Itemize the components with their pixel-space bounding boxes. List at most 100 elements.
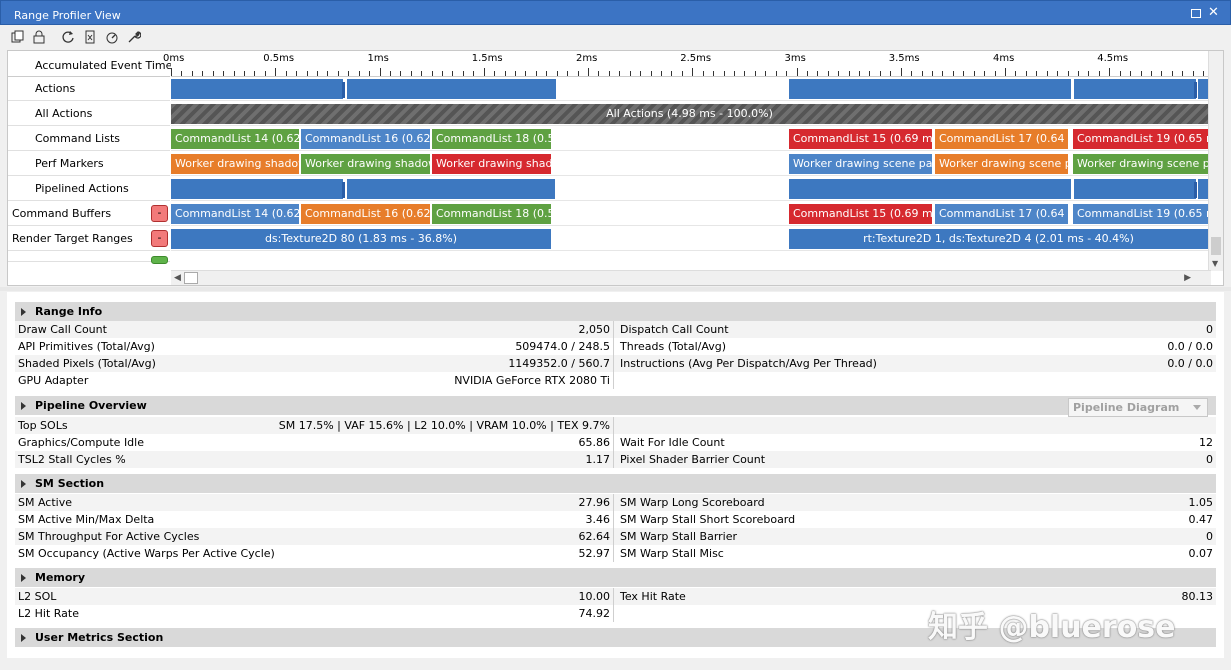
pipelined-action-bar[interactable] — [171, 179, 343, 199]
pipelined-action-bar[interactable] — [347, 179, 555, 199]
render-target-bar[interactable]: rt:Texture2D 1, ds:Texture2D 4 (2.01 ms … — [789, 229, 1208, 249]
ruler-tick-label: 3ms — [784, 53, 806, 64]
expand-arrow-icon — [21, 402, 26, 410]
timeline-vertical-scrollbar[interactable]: ▼ — [1208, 51, 1223, 271]
command-buffer-bar[interactable]: CommandList 15 (0.69 ms - : — [789, 204, 932, 224]
ruler-tick — [316, 71, 318, 76]
lane-all-actions[interactable]: All Actions (4.98 ms - 100.0%) — [171, 102, 1208, 126]
metric-row: SM Active Min/Max Delta 3.46 SM Warp Stall… — [15, 511, 1216, 528]
perf-marker-bar[interactable]: Worker drawing scene pass. — [789, 154, 932, 174]
row-label-actions: Actions — [8, 77, 170, 101]
ruler-tick — [535, 71, 537, 76]
command-buffer-bar[interactable]: CommandList 17 (0.64 ms — [935, 204, 1068, 224]
scroll-left-icon[interactable]: ◀ — [174, 273, 181, 283]
hscroll-thumb[interactable] — [184, 272, 198, 284]
metric-value: 0.07 — [1188, 547, 1214, 560]
ruler-tick — [212, 71, 214, 76]
perf-marker-bar[interactable]: Worker drawing scene pas — [935, 154, 1068, 174]
collapse-command-buffers-button[interactable]: - — [151, 205, 168, 222]
close-icon[interactable]: ✕ — [1208, 5, 1219, 20]
action-bar[interactable] — [1074, 79, 1196, 99]
perf-marker-bar[interactable]: Worker drawing shadow p — [171, 154, 299, 174]
action-bar[interactable] — [347, 79, 556, 99]
metric-value: 10.00 — [578, 590, 611, 603]
metric-value: 74.92 — [578, 607, 611, 620]
command-list-bar[interactable]: CommandList 18 (0.58 r — [432, 129, 551, 149]
metric-name: SM Warp Long Scoreboard — [620, 496, 765, 509]
copy-icon[interactable] — [10, 29, 26, 45]
action-bar[interactable] — [1198, 79, 1208, 99]
lane-actions[interactable] — [171, 77, 1208, 101]
ruler-tick — [744, 71, 746, 76]
row-label-perf-markers: Perf Markers — [8, 152, 170, 176]
lock-icon[interactable] — [31, 29, 47, 45]
command-list-bar[interactable]: CommandList 16 (0.62 ms — [301, 129, 430, 149]
export-icon[interactable] — [82, 29, 98, 45]
lane-pipelined-actions[interactable] — [171, 177, 1208, 201]
command-list-bar[interactable]: CommandList 17 (0.64 ms — [935, 129, 1068, 149]
ruler-tick — [410, 71, 412, 76]
action-bar[interactable] — [789, 79, 1071, 99]
scroll-down-icon[interactable]: ▼ — [1212, 259, 1219, 268]
section-pipeline-overview[interactable]: Pipeline Overview Pipeline Diagram — [15, 396, 1216, 417]
ruler-tick-label: 1.5ms — [471, 53, 503, 64]
wrench-icon[interactable] — [126, 29, 142, 45]
ruler-tick — [1192, 71, 1194, 76]
lane-perf-markers[interactable]: Worker drawing shadow p Worker drawing s… — [171, 152, 1208, 176]
ruler-tick — [462, 71, 464, 76]
ruler-tick — [1130, 71, 1132, 76]
command-list-bar[interactable]: CommandList 15 (0.69 ms - : — [789, 129, 932, 149]
column-separator — [613, 338, 614, 355]
expand-button[interactable] — [151, 256, 168, 264]
pipelined-action-bar[interactable] — [789, 179, 1071, 199]
lane-render-target-ranges[interactable]: ds:Texture2D 80 (1.83 ms - 36.8%) rt:Tex… — [171, 227, 1208, 251]
command-buffer-bar[interactable]: CommandList 18 (0.58 r — [432, 204, 551, 224]
column-separator — [613, 494, 614, 511]
window-title: Range Profiler View — [14, 9, 121, 22]
lane-command-buffers[interactable]: CommandList 14 (0.62 ms CommandList 16 (… — [171, 202, 1208, 226]
ruler-tick — [806, 71, 808, 76]
perf-marker-bar[interactable]: Worker drawing scene pas — [1073, 154, 1208, 174]
ruler-tick — [473, 71, 475, 76]
ruler-tick — [348, 71, 350, 76]
all-actions-bar[interactable]: All Actions (4.98 ms - 100.0%) — [171, 104, 1208, 124]
command-buffer-bar[interactable]: CommandList 14 (0.62 ms — [171, 204, 299, 224]
ruler-tick — [879, 71, 881, 76]
timeline-horizontal-scrollbar[interactable]: ◀ ▶ — [171, 270, 1211, 285]
vscroll-thumb[interactable] — [1211, 237, 1221, 255]
time-ruler[interactable]: 0ms 0.5ms 1ms 1.5ms 2ms 2.5ms 3ms 3.5ms 4ms 4.5ms — [163, 51, 1208, 77]
maximize-icon[interactable] — [1191, 9, 1201, 18]
ruler-tick — [1067, 71, 1069, 76]
column-separator — [613, 511, 614, 528]
section-range-info[interactable]: Range Info — [15, 302, 1216, 321]
gauge-icon[interactable] — [104, 29, 120, 45]
render-target-bar[interactable]: ds:Texture2D 80 (1.83 ms - 36.8%) — [171, 229, 551, 249]
command-buffer-bar[interactable]: CommandList 16 (0.62 ms — [301, 204, 430, 224]
ruler-tick — [254, 71, 256, 76]
lane-command-lists[interactable]: CommandList 14 (0.62 ms CommandList 16 (… — [171, 127, 1208, 151]
pipelined-action-bar[interactable] — [1074, 179, 1196, 199]
pipelined-action-bar[interactable] — [1198, 179, 1208, 199]
pipeline-diagram-dropdown[interactable]: Pipeline Diagram — [1068, 398, 1208, 417]
ruler-tick-label: 2ms — [576, 53, 598, 64]
section-memory[interactable]: Memory — [15, 568, 1216, 587]
section-sm[interactable]: SM Section — [15, 474, 1216, 493]
metric-value: 2,050 — [578, 323, 611, 336]
ruler-tick — [588, 68, 589, 76]
command-buffer-bar[interactable]: CommandList 19 (0.65 ms — [1073, 204, 1208, 224]
refresh-icon[interactable] — [60, 29, 76, 45]
command-list-bar[interactable]: CommandList 19 (0.65 ms - — [1073, 129, 1208, 149]
metric-row: SM Occupancy (Active Warps Per Active Cy… — [15, 545, 1216, 562]
splitter[interactable] — [0, 287, 1231, 291]
ruler-tick — [911, 71, 913, 76]
perf-marker-bar[interactable]: Worker drawing shadow p — [301, 154, 430, 174]
action-bar[interactable] — [171, 79, 343, 99]
ruler-tick — [202, 71, 204, 76]
ruler-tick-label: 3.5ms — [888, 53, 920, 64]
collapse-render-target-button[interactable]: - — [151, 230, 168, 247]
perf-marker-bar[interactable]: Worker drawing shadow — [432, 154, 551, 174]
scroll-right-icon[interactable]: ▶ — [1184, 273, 1191, 283]
section-user-metrics[interactable]: User Metrics Section — [15, 628, 1216, 647]
command-list-bar[interactable]: CommandList 14 (0.62 ms — [171, 129, 299, 149]
ruler-tick — [306, 71, 308, 76]
